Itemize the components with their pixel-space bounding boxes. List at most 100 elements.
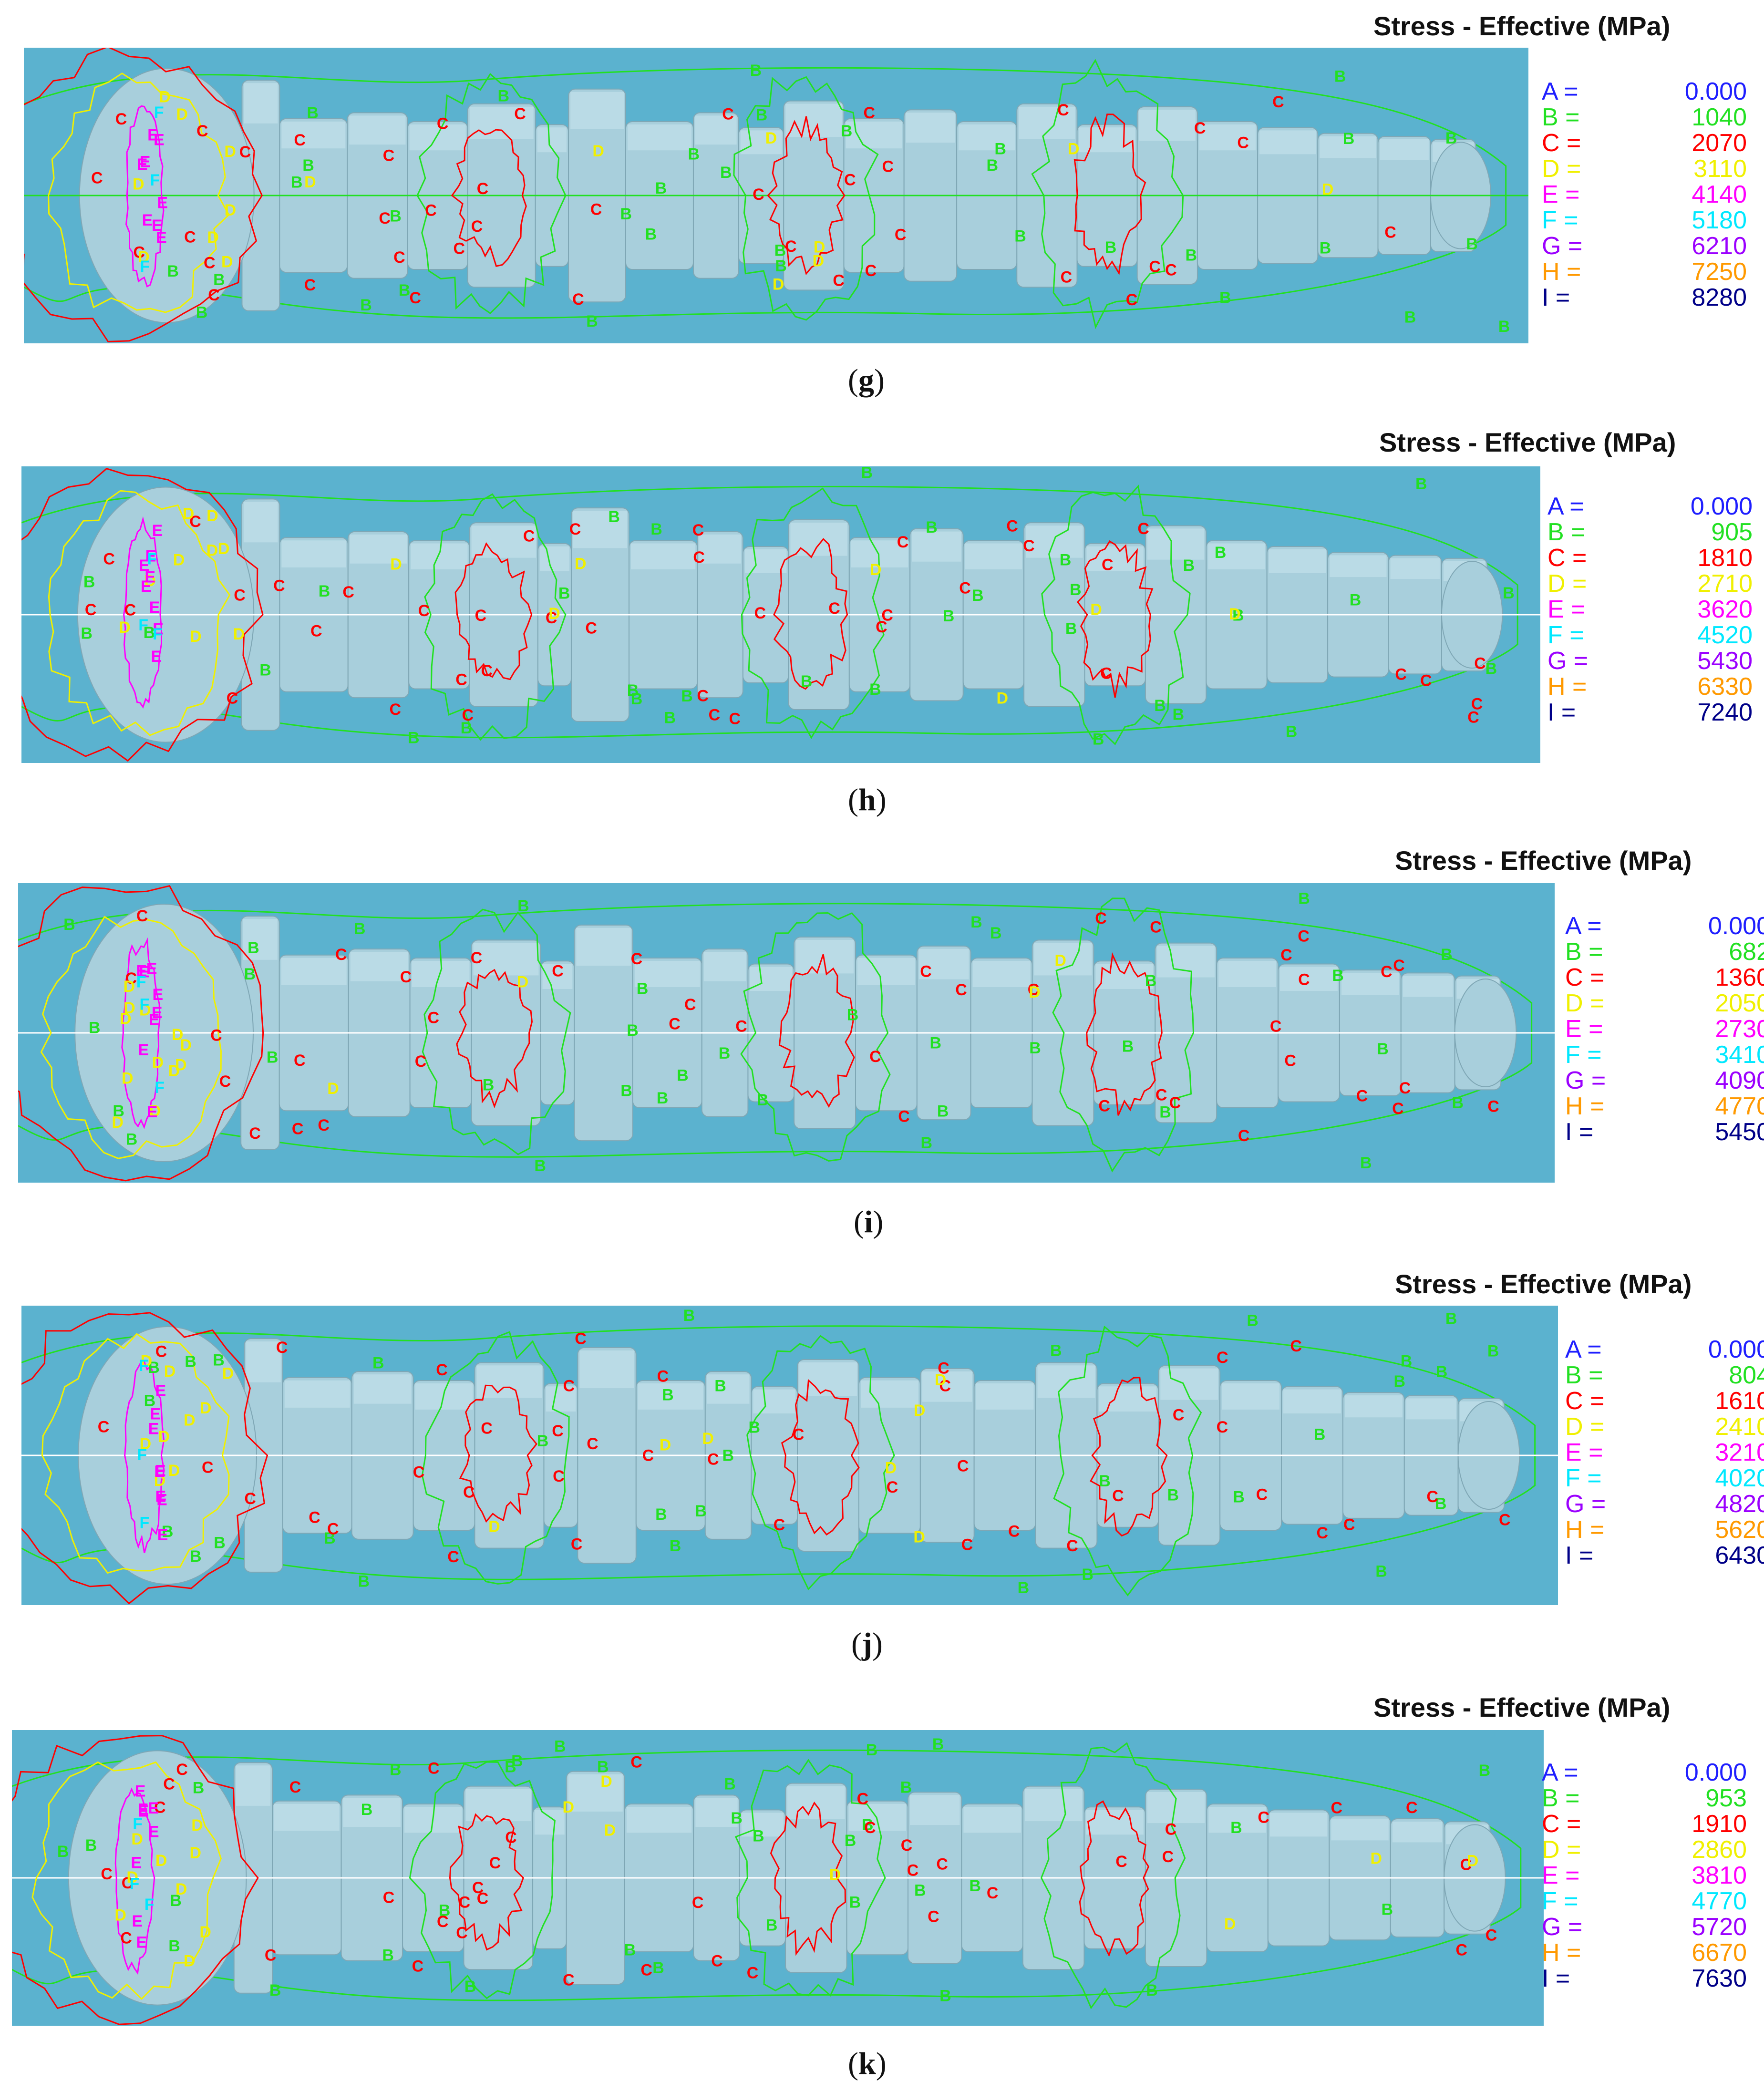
contour-label-c: C	[1155, 1086, 1167, 1104]
contour-label-c: C	[928, 1908, 939, 1926]
contour-label-f: F	[150, 171, 160, 189]
contour-label-c: C	[1149, 258, 1161, 276]
contour-label-d: D	[885, 1459, 897, 1477]
contour-label-c: C	[437, 115, 449, 133]
contour-label-c: C	[1173, 1406, 1185, 1424]
contour-label-c: C	[959, 579, 971, 597]
legend-value: 4770	[1692, 1887, 1747, 1915]
contour-label-c: C	[920, 962, 932, 980]
contour-label-d: D	[133, 175, 144, 194]
contour-label-b: B	[372, 1354, 384, 1372]
contour-label-b: B	[1401, 1352, 1413, 1371]
contour-label-d: D	[164, 1362, 176, 1381]
contour-label-c: C	[477, 180, 489, 198]
contour-label-b: B	[1065, 619, 1077, 638]
legend-row-i: I = 7240	[1547, 698, 1753, 726]
contour-label-d: D	[1322, 180, 1334, 198]
contour-label-b: B	[483, 1076, 495, 1094]
contour-label-c: C	[101, 1865, 113, 1883]
legend-key: G =	[1542, 1913, 1583, 1941]
contour-label-c: C	[1284, 1052, 1296, 1070]
bulge-contour-c	[773, 538, 848, 690]
contour-label-b: B	[1186, 247, 1197, 265]
contour-label-b: B	[1082, 1566, 1093, 1584]
contour-label-e: E	[146, 960, 157, 978]
contour-label-b: B	[652, 1959, 664, 1977]
contour-label-c: C	[711, 1952, 723, 1970]
contour-label-c: C	[342, 583, 354, 601]
legend-row-c: C = 1810	[1547, 544, 1753, 572]
contour-label-c: C	[428, 1009, 440, 1027]
legend-key: H =	[1542, 258, 1581, 286]
contour-label-d: D	[702, 1430, 714, 1448]
contour-label-b: B	[650, 520, 662, 538]
legend-title: Stress - Effective (MPa)	[1395, 1269, 1692, 1299]
contour-label-b: B	[664, 709, 676, 727]
contour-label-b: B	[624, 1941, 636, 1959]
legend-row-i: I = 8280	[1542, 283, 1747, 311]
head-contour	[114, 1787, 155, 1975]
contour-label-c: C	[729, 710, 741, 728]
contour-label-d: D	[154, 1472, 166, 1490]
contour-label-b: B	[750, 62, 762, 80]
panel-caption: (j)	[851, 1626, 883, 1662]
contour-label-c: C	[1393, 957, 1405, 975]
legend-row-d: D = 3110	[1542, 155, 1747, 183]
contour-label-c: C	[310, 622, 322, 640]
contour-label-b: B	[926, 518, 938, 536]
contour-label-d: D	[122, 1069, 134, 1087]
head-contour	[21, 468, 264, 762]
contour-label-d: D	[190, 1844, 202, 1862]
legend-value: 0.000	[1684, 78, 1747, 105]
contour-label-d: D	[141, 1352, 153, 1370]
legend-value: 4090	[1715, 1067, 1764, 1094]
contour-label-b: B	[399, 281, 411, 299]
legend-value: 2070	[1692, 129, 1747, 157]
contour-label-c: C	[785, 237, 797, 256]
head-contour	[40, 916, 222, 1159]
contour-label-b: B	[1415, 475, 1427, 493]
legend-value: 0.000	[1690, 493, 1753, 520]
contour-label-c: C	[552, 962, 564, 980]
bulge-contour-c	[459, 1384, 538, 1523]
legend-row-h: H = 7250	[1542, 258, 1747, 286]
legend-value: 3810	[1692, 1862, 1747, 1889]
contour-label-c: C	[1057, 101, 1069, 119]
contour-label-d: D	[517, 973, 529, 991]
contour-label-b: B	[81, 625, 93, 643]
contour-label-b: B	[113, 1102, 124, 1120]
contour-label-c: C	[1331, 1799, 1343, 1817]
contour-label-d: D	[184, 1411, 196, 1429]
legend-key: A =	[1542, 78, 1578, 105]
contour-label-b: B	[358, 1573, 370, 1591]
contour-label-b: B	[168, 1937, 180, 1955]
contour-label-e: E	[132, 1912, 143, 1930]
contour-label-d: D	[159, 88, 171, 106]
contour-label-c: C	[1006, 517, 1018, 535]
contour-label-b: B	[1050, 1342, 1062, 1360]
legend-value: 2710	[1697, 570, 1753, 598]
contour-label-c: C	[189, 513, 201, 531]
contour-label-d: D	[327, 1080, 339, 1098]
legend-key: D =	[1542, 1836, 1581, 1864]
legend-value: 0.000	[1708, 912, 1764, 940]
contour-label-b: B	[498, 87, 510, 105]
legend-row-g: G = 5720	[1542, 1913, 1747, 1941]
legend-key: I =	[1547, 699, 1576, 726]
contour-label-c: C	[234, 587, 246, 605]
bulge-contour-c	[456, 969, 533, 1109]
contour-label-c: C	[481, 662, 493, 680]
contour-label-c: C	[136, 907, 148, 925]
contour-label-c: C	[553, 1467, 565, 1485]
contour-label-c: C	[707, 1451, 719, 1469]
caption-close: )	[876, 2046, 887, 2081]
panel-caption: (i)	[854, 1204, 883, 1240]
contour-label-c: C	[957, 1457, 969, 1475]
contour-label-b: B	[85, 1836, 97, 1855]
contour-label-c: C	[1420, 671, 1432, 690]
